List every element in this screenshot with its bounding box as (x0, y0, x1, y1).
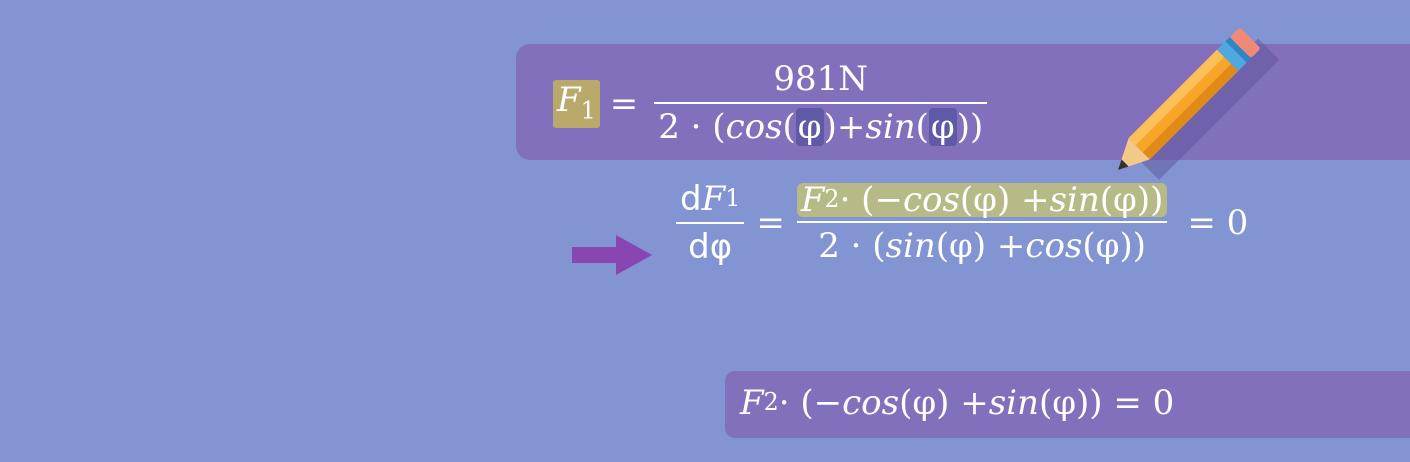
right-arrow-icon (572, 235, 652, 275)
fraction-bar (676, 222, 745, 224)
equals-sign: = (756, 203, 785, 243)
denominator: 2 · (cos(φ) + sin(φ)) (658, 107, 984, 147)
f1-highlight: F1 (553, 80, 600, 128)
equals-sign: = (609, 84, 639, 124)
fraction-bar (796, 221, 1168, 223)
equation-f1: F1 = 981N 2 · (cos(φ) + sin(φ)) (553, 62, 993, 146)
bottom-equation-band (725, 371, 1410, 438)
fraction-f1: 981N 2 · (cos(φ) + sin(φ)) (654, 59, 988, 147)
phi-highlight: φ (928, 107, 957, 147)
denominator: 2 · (sin (φ) + cos (φ)) (818, 226, 1146, 266)
derivative-denominator: dφ (688, 227, 733, 267)
equals-zero: = 0 (1187, 203, 1249, 243)
pencil-icon (1118, 28, 1280, 180)
phi-highlight: φ (795, 107, 824, 147)
fraction-bar (654, 102, 988, 104)
numerator: 981N (773, 59, 869, 99)
